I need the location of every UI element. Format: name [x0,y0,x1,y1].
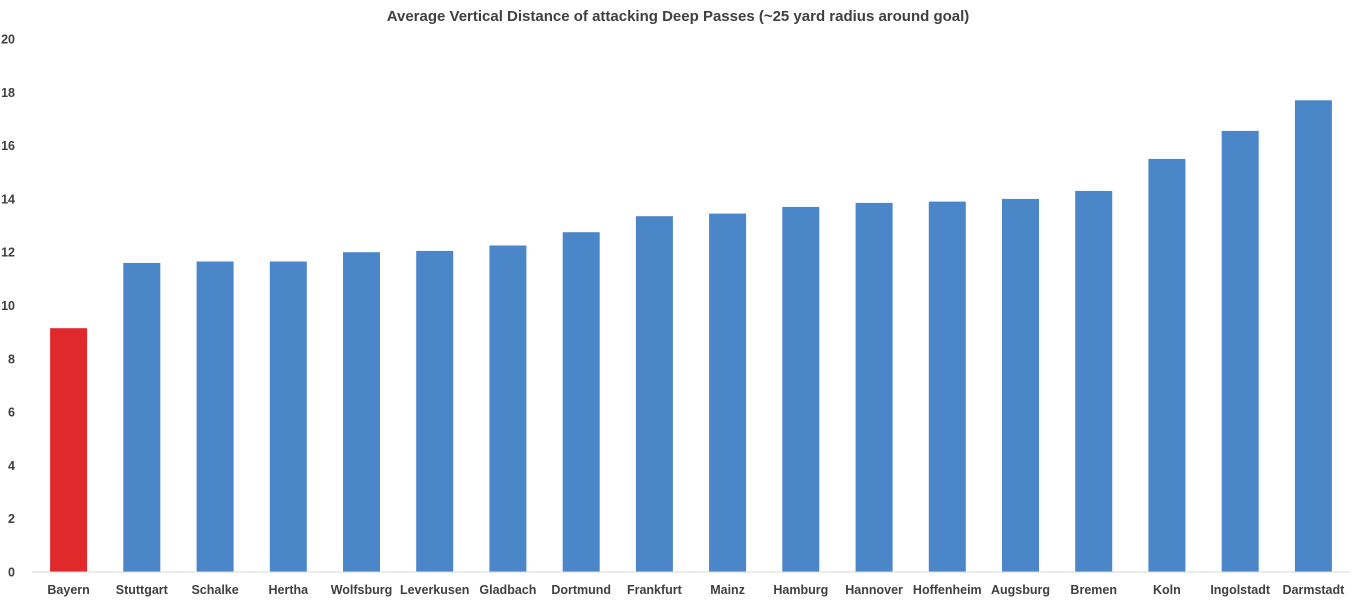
x-tick-label: Schalke [191,583,238,597]
bars [50,100,1332,573]
x-tick-label: Bayern [47,583,89,597]
bar-frankfurt [635,216,673,572]
bar-bremen [1075,190,1113,572]
bar-dortmund [562,232,600,572]
x-tick-label: Leverkusen [400,583,469,597]
x-tick-label: Darmstadt [1282,583,1345,597]
bar-leverkusen [416,250,454,572]
y-tick-label: 2 [8,512,15,526]
y-tick-label: 0 [8,566,15,580]
bar-ingolstadt [1221,130,1259,572]
y-tick-label: 14 [1,192,15,206]
x-tick-label: Augsburg [991,583,1050,597]
x-tick-label: Hertha [269,583,310,597]
x-tick-label: Koln [1153,583,1181,597]
y-tick-label: 4 [8,459,15,473]
y-tick-label: 18 [1,86,15,100]
bar-schalke [196,261,234,572]
bar-hertha [269,261,307,572]
x-tick-label: Ingolstadt [1210,583,1271,597]
x-tick-label: Gladbach [479,583,536,597]
bar-stuttgart [123,262,161,572]
bar-koln [1148,158,1186,572]
x-axis-labels: Bayern Stuttgart Schalke Hertha Wolfsburg Lev… [47,583,1345,597]
bar-hamburg [782,206,820,572]
x-tick-label: Dortmund [551,583,611,597]
bar-hoffenheim [928,201,966,572]
y-tick-label: 6 [8,406,15,420]
bar-mainz [709,213,747,572]
y-tick-label: 12 [1,246,15,260]
x-tick-label: Mainz [710,583,745,597]
chart-title: Average Vertical Distance of attacking D… [387,8,970,25]
y-tick-label: 10 [1,299,15,313]
x-tick-label: Hoffenheim [913,583,982,597]
bar-hannover [855,202,893,572]
x-tick-label: Hamburg [773,583,828,597]
x-tick-label: Wolfsburg [331,583,393,597]
x-tick-label: Frankfurt [627,583,683,597]
y-axis-ticks: 0 2 4 6 8 10 12 14 16 18 20 [1,33,15,580]
x-tick-label: Bremen [1070,583,1117,597]
y-tick-label: 8 [8,352,15,366]
y-tick-label: 20 [1,33,15,47]
x-tick-label: Hannover [845,583,903,597]
bar-darmstadt [1294,100,1332,573]
y-tick-label: 16 [1,139,15,153]
bar-augsburg [1002,198,1039,572]
bar-bayern [50,328,88,572]
x-tick-label: Stuttgart [116,583,169,597]
bar-wolfsburg [343,252,380,572]
bar-gladbach [489,245,527,572]
